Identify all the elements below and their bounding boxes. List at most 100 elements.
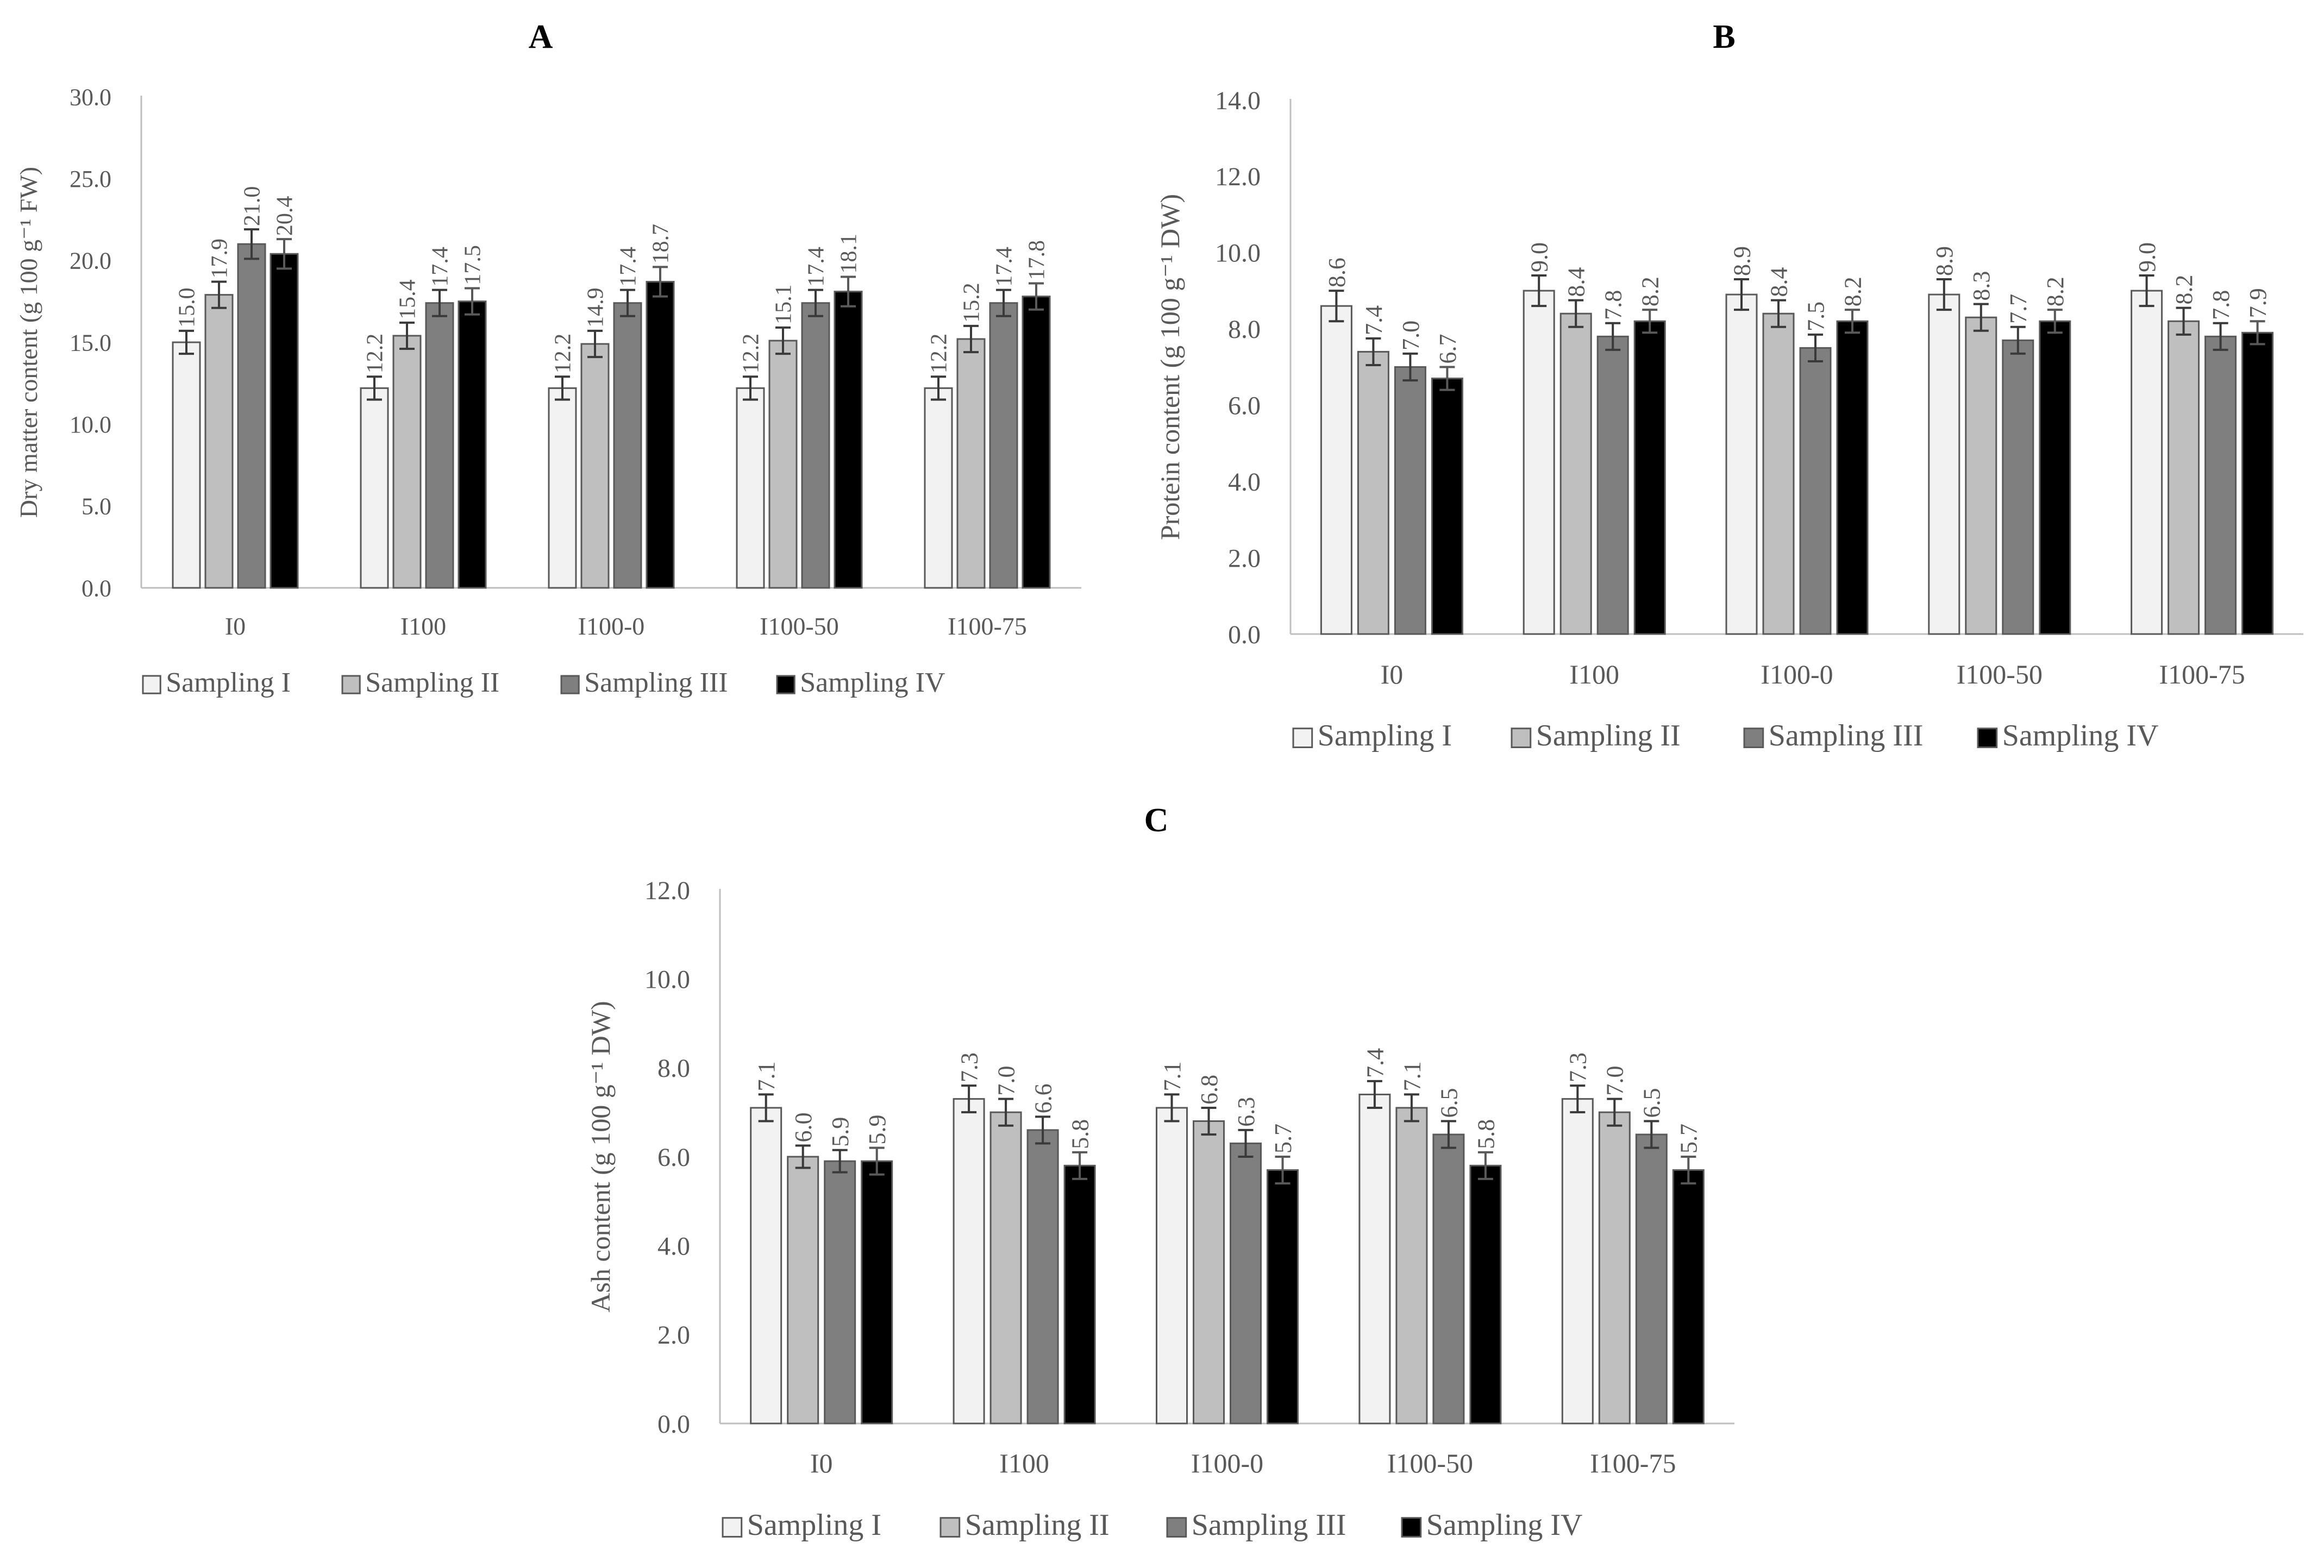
x-tick-label: I100-50 (1387, 1448, 1473, 1478)
y-tick-label: 10.0 (1215, 239, 1261, 268)
y-tick-label: 0.0 (82, 575, 111, 601)
y-axis-label: Protein content (g 100 g⁻¹ DW) (1155, 194, 1185, 540)
bar-a-0-0 (172, 341, 201, 589)
data-label: 7.9 (2245, 288, 2271, 318)
data-label: 6.5 (1639, 1088, 1665, 1118)
legend-swatch-3 (560, 675, 580, 694)
data-label: 6.8 (1196, 1075, 1223, 1105)
bar-b-2-2 (1799, 347, 1832, 635)
y-tick-label: 6.0 (1228, 392, 1261, 421)
bar-a-4-0 (924, 387, 953, 589)
data-label: 9.0 (2134, 242, 2160, 272)
x-tick-label: I100-0 (578, 612, 645, 640)
data-label: 12.2 (739, 334, 764, 374)
bar-a-1-3 (458, 300, 487, 589)
y-tick-label: 14.0 (1215, 86, 1261, 115)
data-label: 7.3 (956, 1052, 983, 1082)
bar-a-0-3 (270, 253, 299, 589)
data-label: 8.2 (2042, 277, 2069, 306)
y-tick-label: 8.0 (1228, 315, 1261, 344)
bar-a-1-2 (425, 302, 454, 589)
bar-c-3-1 (1395, 1107, 1428, 1425)
bar-c-0-1 (787, 1156, 819, 1425)
legend-swatch-3 (1743, 727, 1764, 748)
bar-a-2-0 (548, 387, 577, 589)
bar-a-3-0 (736, 387, 765, 589)
bar-c-2-2 (1230, 1142, 1262, 1425)
panel-b: B 0.0 2.0 4.0 6.0 8.0 10.0 12.0 14.0 Protein cont… (1155, 18, 2303, 752)
bar-a-3-2 (801, 302, 830, 589)
data-label: 17.4 (992, 247, 1017, 287)
data-label: 5.7 (1270, 1124, 1296, 1153)
data-label: 17.4 (804, 247, 829, 287)
bar-b-2-3 (1836, 320, 1869, 635)
legend-label-3: Sampling III (584, 667, 728, 698)
data-label: 8.9 (1931, 246, 1958, 276)
bar-b-3-1 (1965, 316, 1997, 635)
data-label: 6.6 (1030, 1083, 1057, 1113)
data-label: 5.8 (1473, 1119, 1499, 1149)
legend-swatch-4 (1977, 727, 1998, 748)
data-label: 6.7 (1435, 334, 1461, 364)
y-tick-label: 20.0 (70, 248, 111, 274)
data-label: 8.2 (1839, 277, 1866, 306)
bar-c-2-3 (1267, 1169, 1299, 1425)
bar-a-1-0 (360, 387, 389, 589)
x-tick-label: I100-75 (948, 612, 1027, 640)
data-label: 7.1 (1399, 1061, 1425, 1091)
data-label: 8.6 (1324, 258, 1350, 287)
data-label: 18.7 (649, 224, 674, 264)
bar-c-1-1 (989, 1111, 1022, 1425)
bar-b-1-0 (1523, 290, 1555, 635)
y-tick-label: 0.0 (1228, 620, 1261, 649)
y-tick-label: 2.0 (1228, 544, 1261, 573)
data-label: 7.3 (1565, 1052, 1592, 1082)
data-label: 5.9 (827, 1117, 854, 1147)
bar-c-4-1 (1598, 1111, 1631, 1425)
y-tick-label: 25.0 (70, 166, 111, 192)
bar-b-2-1 (1762, 312, 1795, 635)
data-label: 12.2 (551, 334, 576, 374)
bar-a-2-2 (613, 302, 642, 589)
data-label: 7.8 (2208, 290, 2234, 320)
legend-swatch-4 (1401, 1517, 1422, 1538)
data-label: 8.2 (1637, 277, 1664, 306)
x-tick-label: I0 (810, 1448, 833, 1478)
data-label: 21.0 (240, 186, 265, 227)
data-label: 7.1 (1159, 1061, 1186, 1091)
bar-a-4-3 (1022, 296, 1051, 589)
legend-label-1: Sampling I (747, 1508, 881, 1542)
legend-label-1: Sampling I (1318, 719, 1452, 752)
data-label: 8.4 (1563, 267, 1590, 297)
bar-a-4-2 (989, 302, 1018, 589)
y-tick-label: 12.0 (1215, 162, 1261, 191)
data-label: 7.7 (2005, 294, 2032, 324)
bar-a-2-3 (646, 281, 675, 589)
panel-a: A 0.0 5.0 10.0 15.0 20.0 25.0 30.0 Dry matter co… (15, 18, 1081, 698)
bar-b-4-1 (2168, 320, 2200, 635)
x-tick-label: I100-75 (2159, 659, 2245, 689)
data-label: 5.8 (1067, 1119, 1094, 1149)
y-tick-label: 4.0 (657, 1232, 690, 1260)
bar-c-0-3 (861, 1160, 893, 1425)
bar-b-4-2 (2204, 335, 2237, 635)
bar-b-0-0 (1320, 305, 1352, 635)
bar-c-1-0 (953, 1098, 985, 1425)
x-tick-label: I100-50 (1957, 659, 2043, 689)
bar-b-4-0 (2131, 290, 2163, 635)
bar-b-4-3 (2241, 331, 2274, 635)
bar-b-3-3 (2039, 320, 2071, 635)
bar-b-1-3 (1633, 320, 1666, 635)
x-tick-label: I100-0 (1761, 659, 1833, 689)
data-label: 7.0 (1602, 1066, 1628, 1096)
legend-swatch-4 (776, 675, 795, 694)
x-tick-label: I100 (400, 612, 446, 640)
bar-b-0-3 (1431, 378, 1463, 635)
data-label: 7.1 (753, 1061, 780, 1091)
legend-label-2: Sampling II (965, 1508, 1110, 1542)
bar-c-1-3 (1063, 1164, 1096, 1425)
legend-swatch-3 (1166, 1517, 1187, 1538)
bar-b-3-2 (2002, 339, 2034, 635)
legend-label-4: Sampling IV (1426, 1508, 1583, 1542)
y-axis-label: Ash content (g 100 g⁻¹ DW) (585, 1001, 616, 1312)
